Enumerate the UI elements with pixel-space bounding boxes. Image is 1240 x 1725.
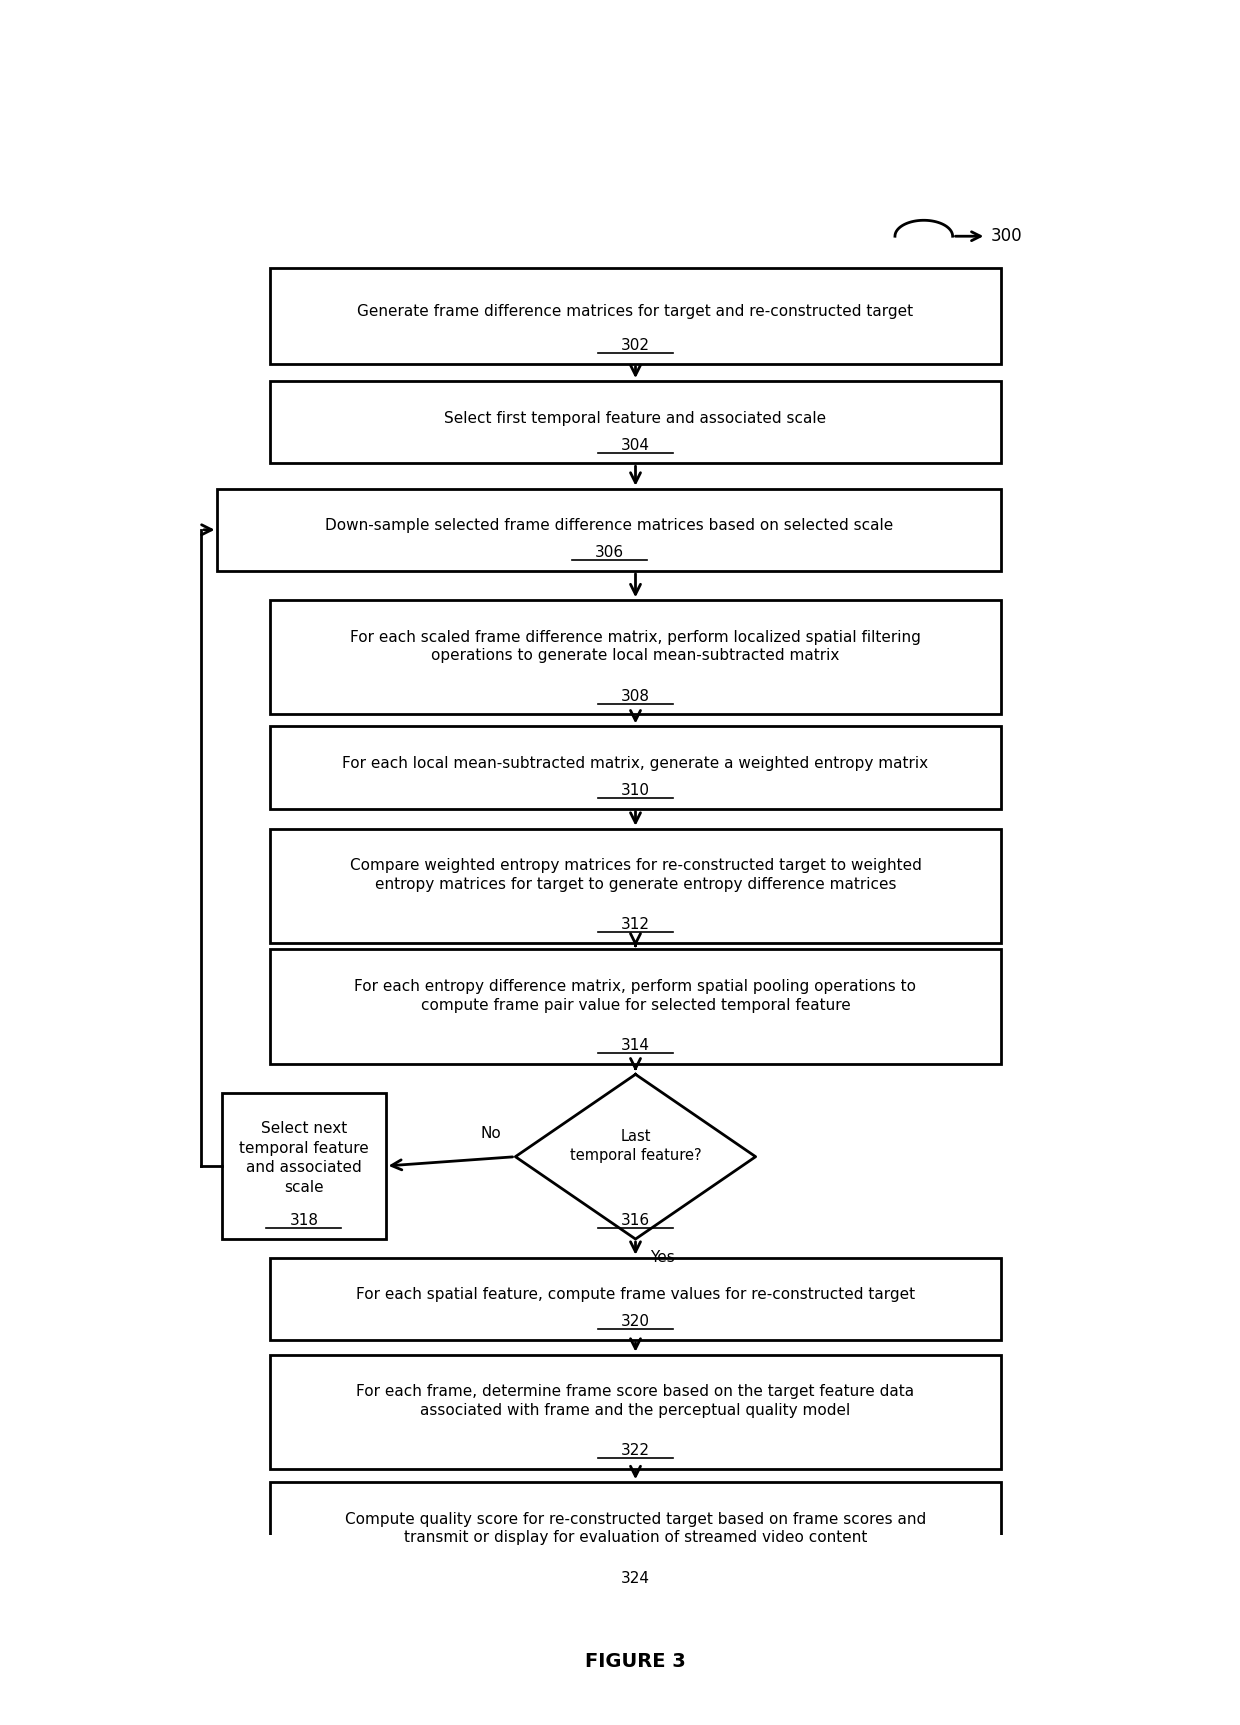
FancyBboxPatch shape: [222, 1094, 386, 1239]
Text: Select next
temporal feature
and associated
scale: Select next temporal feature and associa…: [239, 1121, 368, 1195]
Text: 304: 304: [621, 438, 650, 452]
Text: 314: 314: [621, 1038, 650, 1052]
Text: 322: 322: [621, 1444, 650, 1458]
Text: For each spatial feature, compute frame values for re-constructed target: For each spatial feature, compute frame …: [356, 1287, 915, 1302]
Text: 324: 324: [621, 1571, 650, 1585]
Text: 302: 302: [621, 338, 650, 354]
FancyBboxPatch shape: [270, 1482, 1001, 1596]
FancyBboxPatch shape: [270, 267, 1001, 364]
FancyBboxPatch shape: [270, 949, 1001, 1064]
Text: For each local mean-subtracted matrix, generate a weighted entropy matrix: For each local mean-subtracted matrix, g…: [342, 756, 929, 771]
Polygon shape: [516, 1075, 755, 1239]
Text: 300: 300: [991, 228, 1023, 245]
Text: Compute quality score for re-constructed target based on frame scores and
transm: Compute quality score for re-constructed…: [345, 1511, 926, 1546]
Text: For each entropy difference matrix, perform spatial pooling operations to
comput: For each entropy difference matrix, perf…: [355, 980, 916, 1013]
Text: Compare weighted entropy matrices for re-constructed target to weighted
entropy : Compare weighted entropy matrices for re…: [350, 859, 921, 892]
Text: 316: 316: [621, 1213, 650, 1228]
FancyBboxPatch shape: [270, 828, 1001, 944]
Text: 318: 318: [289, 1213, 319, 1228]
Text: 308: 308: [621, 688, 650, 704]
FancyBboxPatch shape: [270, 1258, 1001, 1340]
FancyBboxPatch shape: [270, 600, 1001, 714]
Text: 310: 310: [621, 783, 650, 799]
Text: Select first temporal feature and associated scale: Select first temporal feature and associ…: [444, 411, 827, 426]
Text: Generate frame difference matrices for target and re-constructed target: Generate frame difference matrices for t…: [357, 304, 914, 319]
Text: For each frame, determine frame score based on the target feature data
associate: For each frame, determine frame score ba…: [356, 1383, 915, 1418]
Text: No: No: [480, 1126, 501, 1140]
FancyBboxPatch shape: [217, 488, 1001, 571]
Text: FIGURE 3: FIGURE 3: [585, 1653, 686, 1672]
FancyBboxPatch shape: [270, 1354, 1001, 1470]
Text: 320: 320: [621, 1314, 650, 1330]
Text: Yes: Yes: [650, 1249, 675, 1264]
FancyBboxPatch shape: [270, 726, 1001, 809]
Text: Down-sample selected frame difference matrices based on selected scale: Down-sample selected frame difference ma…: [325, 518, 893, 533]
Text: For each scaled frame difference matrix, perform localized spatial filtering
ope: For each scaled frame difference matrix,…: [350, 630, 921, 664]
Text: 306: 306: [594, 545, 624, 561]
FancyBboxPatch shape: [270, 381, 1001, 464]
Text: Last
temporal feature?: Last temporal feature?: [569, 1130, 702, 1163]
Text: 312: 312: [621, 918, 650, 932]
